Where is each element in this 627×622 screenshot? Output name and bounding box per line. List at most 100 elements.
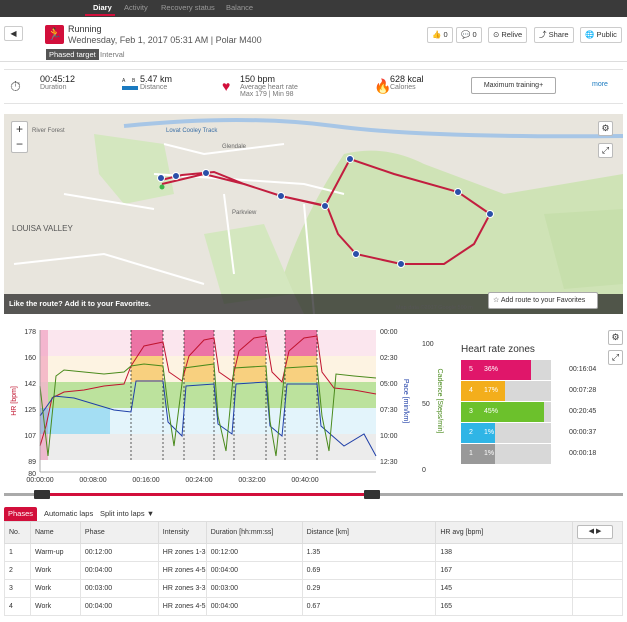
hr-zone-time: 00:20:45 xyxy=(569,408,597,415)
cadence-axis-label: Cadence [Steps/min] xyxy=(436,369,443,434)
hr-zone-row: 2 1% 00:00:37 xyxy=(461,423,611,443)
hr-zone-fill: 1% xyxy=(481,444,495,464)
col-phase[interactable]: Phase xyxy=(79,521,159,544)
row-no: 4 xyxy=(4,597,31,616)
time-range-selection xyxy=(42,493,372,496)
add-route-favorites-button[interactable]: ☆ Add route to your Favorites xyxy=(488,292,598,309)
row-phase: 00:04:00 xyxy=(79,597,159,616)
tab-recovery-status[interactable]: Recovery status xyxy=(161,3,215,12)
row-nav-cell xyxy=(572,561,623,580)
more-link[interactable]: more xyxy=(592,81,608,88)
comment-count: 0 xyxy=(472,30,477,39)
map-label-glendale: Glendale xyxy=(222,144,247,150)
row-duration: 00:04:00 xyxy=(205,561,303,580)
stopwatch-icon: ⏱ xyxy=(10,78,21,94)
share-button[interactable]: ⤴ Share xyxy=(534,27,574,43)
hr-zone-fill: 36% xyxy=(481,360,532,380)
col-intensity[interactable]: Intensity xyxy=(157,521,207,544)
session-chart[interactable]: 178 160 142 125 107 89 80 HR [bpm] 00:00 02:30 05:… xyxy=(4,326,456,491)
hr-max-min: Max 179 | Min 98 xyxy=(240,91,294,98)
cadence-tick-label: 100 xyxy=(422,341,434,348)
comment-icon: 💬 xyxy=(461,30,471,39)
chart-fullscreen-icon[interactable]: ⤢ xyxy=(608,350,623,365)
hr-zone-fill: 1% xyxy=(481,423,495,443)
hr-zone-time: 00:07:28 xyxy=(569,387,597,394)
relive-label: Relive xyxy=(501,30,523,39)
col-hr-avg[interactable]: HR avg [bpm] xyxy=(435,521,574,544)
comment-button[interactable]: 💬 0 xyxy=(456,27,482,43)
row-phase: 00:04:00 xyxy=(79,561,159,580)
range-end-handle[interactable] xyxy=(364,490,380,499)
table-column-nav[interactable]: ◀ ▶ xyxy=(577,525,613,539)
row-duration: 00:04:00 xyxy=(205,597,303,616)
privacy-button[interactable]: 🌐 Public xyxy=(580,27,622,43)
duration-value: 00:45:12 xyxy=(40,74,76,84)
table-row[interactable]: 2 Work 00:04:00 HR zones 4-5 00:04:00 0.69 167 xyxy=(4,561,623,580)
col-distance[interactable]: Distance [km] xyxy=(301,521,437,544)
table-row[interactable]: 3 Work 00:03:00 HR zones 3-3 00:03:00 0.29 145 xyxy=(4,579,623,598)
hr-avg-value: 150 bpm xyxy=(240,74,276,84)
row-no: 3 xyxy=(4,579,31,598)
hr-zone-number: 1 xyxy=(461,444,481,464)
row-intensity: HR zones 4-5 xyxy=(157,597,207,616)
hr-zone-row: 4 17% 00:07:28 xyxy=(461,381,611,401)
map-settings-gear-icon[interactable]: ⚙ xyxy=(598,121,613,136)
tab-activity[interactable]: Activity xyxy=(124,3,148,12)
phases-table: No. Name Phase Intensity Duration [hh:mm… xyxy=(4,521,623,616)
distance-value: 5.47 km xyxy=(140,74,173,84)
training-benefit-button[interactable]: Maximum training+ xyxy=(471,77,556,94)
star-icon: ☆ xyxy=(493,297,500,304)
calories-label: Calories xyxy=(390,84,416,91)
col-duration[interactable]: Duration [hh:mm:ss] xyxy=(205,521,303,544)
map-zoom-control: + − xyxy=(11,121,28,153)
hr-zone-bar: 1% xyxy=(481,423,551,443)
running-sport-icon: 🏃 xyxy=(45,25,64,44)
pace-tick-label: 02:30 xyxy=(380,355,398,362)
pace-tick-label: 07:30 xyxy=(380,407,398,414)
relive-button[interactable]: ⊙ Relive xyxy=(488,27,528,43)
tab-diary[interactable]: Diary xyxy=(93,3,112,12)
time-tick-label: 00:16:00 xyxy=(132,477,159,484)
hr-zone-number: 5 xyxy=(461,360,481,380)
row-intensity: HR zones 1-3 xyxy=(157,543,207,562)
hr-tick-label: 160 xyxy=(24,355,36,362)
calories-stat: 628 kcal Calories xyxy=(390,74,424,91)
row-phase: 00:12:00 xyxy=(79,543,159,562)
time-range-slider[interactable] xyxy=(4,493,623,496)
heart-rate-zones-panel: Heart rate zones 5 36% 00:16:04 4 17% 00:07:2… xyxy=(458,340,623,465)
time-tick-label: 00:32:00 xyxy=(238,477,265,484)
time-tick-label: 00:24:00 xyxy=(185,477,212,484)
add-route-label: Add route to your Favorites xyxy=(500,297,586,304)
tab-balance[interactable]: Balance xyxy=(226,3,254,12)
hr-tick-label: 89 xyxy=(28,459,36,466)
row-name: Warm-up xyxy=(29,543,81,562)
table-row[interactable]: 1 Warm-up 00:12:00 HR zones 1-3 00:12:00 1.35… xyxy=(4,543,623,562)
time-tick-label: 00:00:00 xyxy=(26,477,53,484)
zoom-out-button[interactable]: − xyxy=(15,137,23,151)
cadence-tick-label: 50 xyxy=(422,401,430,408)
chart-settings-gear-icon[interactable]: ⚙ xyxy=(608,330,623,345)
row-hr-avg: 165 xyxy=(435,597,574,616)
tab-phases[interactable]: Phases xyxy=(4,507,38,521)
hr-tick-label: 125 xyxy=(24,407,36,414)
route-map[interactable]: River Forest LOUISA VALLEY Lovat Cooley … xyxy=(4,114,623,314)
row-no: 2 xyxy=(4,561,31,580)
zoom-in-button[interactable]: + xyxy=(15,122,23,136)
heart-icon: ♥ xyxy=(222,78,231,94)
back-button[interactable]: ◀ xyxy=(4,26,23,41)
hr-zone-bar: 1% xyxy=(481,444,551,464)
map-fullscreen-icon[interactable]: ⤢ xyxy=(598,143,613,158)
tab-automatic-laps[interactable]: Automatic laps xyxy=(44,509,94,518)
map-label-louisa-valley: LOUISA VALLEY xyxy=(12,224,73,233)
col-no[interactable]: No. xyxy=(4,521,31,544)
map-favorite-bar: Like the route? Add it to your Favorites… xyxy=(4,294,623,314)
duration-label: Duration xyxy=(40,84,67,91)
row-hr-avg: 167 xyxy=(435,561,574,580)
calories-value: 628 kcal xyxy=(390,74,424,84)
split-into-laps-dropdown[interactable]: Split into laps ▼ xyxy=(100,509,155,518)
like-button[interactable]: 👍 0 xyxy=(427,27,453,43)
range-start-handle[interactable] xyxy=(34,490,50,499)
hr-zone-number: 2 xyxy=(461,423,481,443)
col-name[interactable]: Name xyxy=(29,521,81,544)
table-row[interactable]: 4 Work 00:04:00 HR zones 4-5 00:04:00 0.67 165 xyxy=(4,597,623,616)
